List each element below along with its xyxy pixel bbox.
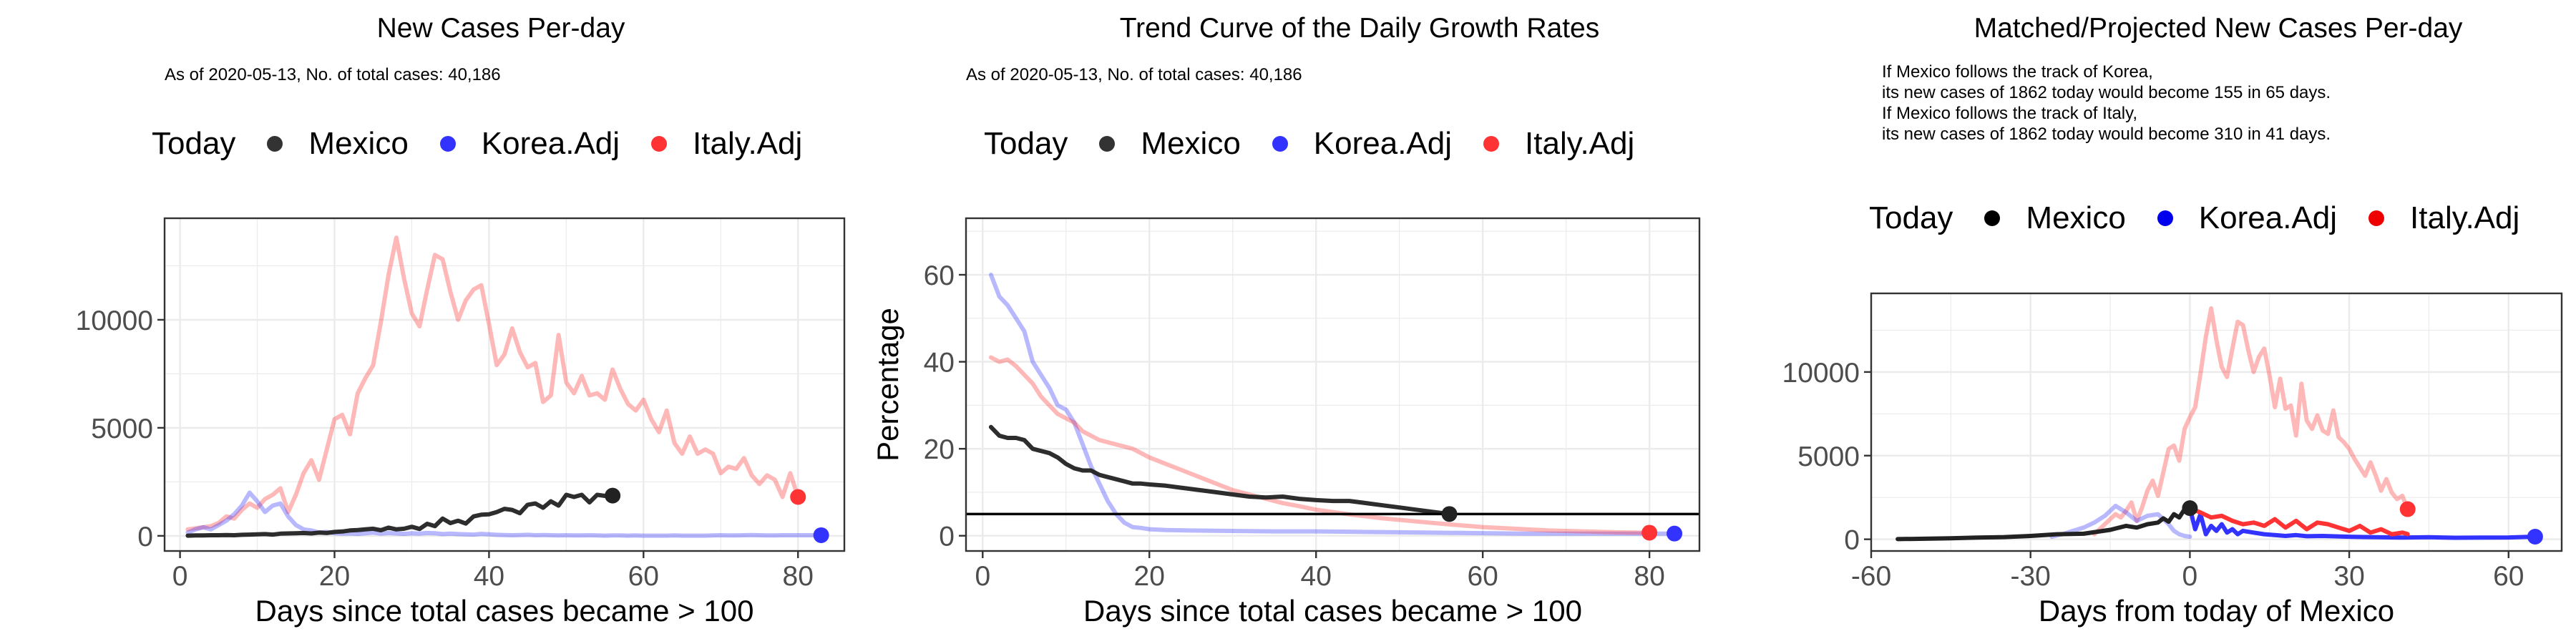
x-tick-label: 60	[1467, 561, 1498, 592]
legend-italy-dot	[2368, 210, 2385, 226]
legend-mexico-dot	[1984, 210, 2001, 226]
plot-area: -60 -30 0 30 60 0 5000 10000 Days from today of …	[1782, 292, 2563, 628]
chart-title: Matched/Projected New Cases Per-day	[1974, 13, 2463, 44]
legend-italy-label: Italy.Adj	[1525, 126, 1635, 161]
x-tick-label: 80	[1634, 561, 1664, 592]
chart-subtitle-line-2: its new cases of 1862 today would become…	[1882, 83, 2331, 102]
x-tick-label: -60	[1851, 561, 1891, 592]
panel-projected-cases: Matched/Projected New Cases Per-day If M…	[1717, 0, 2576, 644]
today-point-italy-adj	[790, 489, 806, 505]
legend-korea-dot	[439, 136, 456, 152]
panel-border	[1870, 292, 2563, 552]
x-tick-label: 80	[783, 561, 814, 592]
x-axis-label: Days since total cases became > 100	[1083, 594, 1582, 628]
series-line-korea-adj-history	[2049, 503, 2192, 540]
legend-korea-label: Korea.Adj	[481, 126, 620, 161]
today-point-korea-adj	[1667, 525, 1683, 542]
y-tick-label: 20	[924, 434, 955, 465]
today-point-italy-adj	[2399, 501, 2416, 517]
legend: Today Mexico Korea.Adj Italy.Adj	[984, 126, 1666, 162]
x-tick-label: 0	[2182, 561, 2198, 592]
series-line-mexico	[988, 424, 1452, 517]
x-tick-label: 40	[1301, 561, 1332, 592]
y-tick-label: 10000	[76, 306, 153, 336]
legend: Today Mexico Korea.Adj Italy.Adj	[152, 126, 834, 162]
legend-mexico-label: Mexico	[1141, 126, 1241, 161]
today-point-korea-adj	[2527, 529, 2543, 545]
legend-korea-label: Korea.Adj	[2198, 200, 2338, 235]
panel-growth-rates: Trend Curve of the Daily Growth Rates As…	[859, 0, 1717, 644]
x-tick-label: 0	[172, 561, 188, 592]
y-tick-label: 0	[1844, 525, 1860, 556]
chart-subtitle: As of 2020-05-13, No. of total cases: 40…	[165, 65, 501, 84]
chart-subtitle-line-4: its new cases of 1862 today would become…	[1882, 125, 2331, 144]
x-tick-label: 60	[2493, 561, 2524, 592]
chart-subtitle: As of 2020-05-13, No. of total cases: 40…	[966, 65, 1302, 84]
y-tick-label: 40	[924, 348, 955, 379]
legend-italy-dot	[651, 136, 668, 152]
y-axis-label: Percentage	[871, 308, 904, 462]
y-tick-label: 5000	[1797, 441, 1860, 472]
today-point-mexico	[605, 487, 621, 504]
series-line-korea-adj	[185, 490, 824, 538]
grid	[966, 218, 1699, 551]
series-line-italy-adj-projection	[2187, 506, 2410, 537]
chart-subtitle-line-3: If Mexico follows the track of Italy,	[1882, 104, 2138, 123]
panel-new-cases: New Cases Per-day As of 2020-05-13, No. …	[0, 0, 859, 644]
legend-italy-dot	[1483, 136, 1500, 152]
chart-title: New Cases Per-day	[376, 13, 625, 44]
chart-title: Trend Curve of the Daily Growth Rates	[1119, 13, 1600, 44]
series-line-mexico	[185, 492, 615, 538]
series-line-italy-adj-history	[2092, 306, 2410, 537]
legend-mexico-dot	[267, 136, 283, 152]
legend-mexico-dot	[1099, 136, 1116, 152]
chart-subtitle-line-1: If Mexico follows the track of Korea,	[1882, 62, 2153, 82]
y-tick-label: 10000	[1782, 358, 1860, 389]
x-tick-label: 20	[319, 561, 350, 592]
legend-mexico-label: Mexico	[308, 126, 409, 161]
series-line-korea-adj-projection	[2187, 506, 2537, 540]
legend-title: Today	[152, 126, 236, 161]
today-point-italy-adj	[1641, 525, 1658, 541]
panel-border	[965, 217, 1701, 552]
legend-korea-label: Korea.Adj	[1313, 126, 1453, 161]
plot-area: 0 20 40 60 80 0 5000 10000 Days since total case…	[76, 217, 846, 628]
legend-korea-dot	[1272, 136, 1288, 152]
x-axis-label: Days since total cases became > 100	[255, 594, 754, 628]
legend-mexico-label: Mexico	[2026, 200, 2126, 235]
y-tick-label: 60	[924, 260, 955, 291]
panel-border	[163, 217, 846, 552]
series-line-mexico	[1896, 506, 2192, 542]
legend-italy-label: Italy.Adj	[2410, 200, 2520, 235]
today-point-mexico	[1441, 506, 1458, 522]
x-tick-label: -30	[2011, 561, 2051, 592]
grid	[165, 218, 844, 551]
y-tick-label: 5000	[91, 414, 153, 444]
x-tick-label: 30	[2333, 561, 2364, 592]
y-tick-label: 0	[137, 522, 153, 552]
legend: Today Mexico Korea.Adj Italy.Adj	[1869, 200, 2551, 236]
y-tick-label: 0	[939, 522, 955, 552]
legend-title: Today	[984, 126, 1068, 161]
x-tick-label: 60	[628, 561, 659, 592]
legend-title: Today	[1869, 200, 1953, 235]
today-point-korea-adj	[813, 527, 829, 543]
x-axis-label: Days from today of Mexico	[2039, 594, 2394, 628]
legend-korea-dot	[2157, 210, 2173, 226]
x-tick-label: 0	[975, 561, 990, 592]
series-line-italy-adj	[185, 235, 801, 532]
x-tick-label: 20	[1134, 561, 1165, 592]
series-line-italy-adj	[988, 355, 1652, 535]
grid	[1870, 293, 2562, 551]
today-point-mexico	[2182, 500, 2198, 517]
series-line-korea-adj	[988, 273, 1677, 536]
legend-italy-label: Italy.Adj	[693, 126, 803, 161]
x-tick-label: 40	[474, 561, 504, 592]
